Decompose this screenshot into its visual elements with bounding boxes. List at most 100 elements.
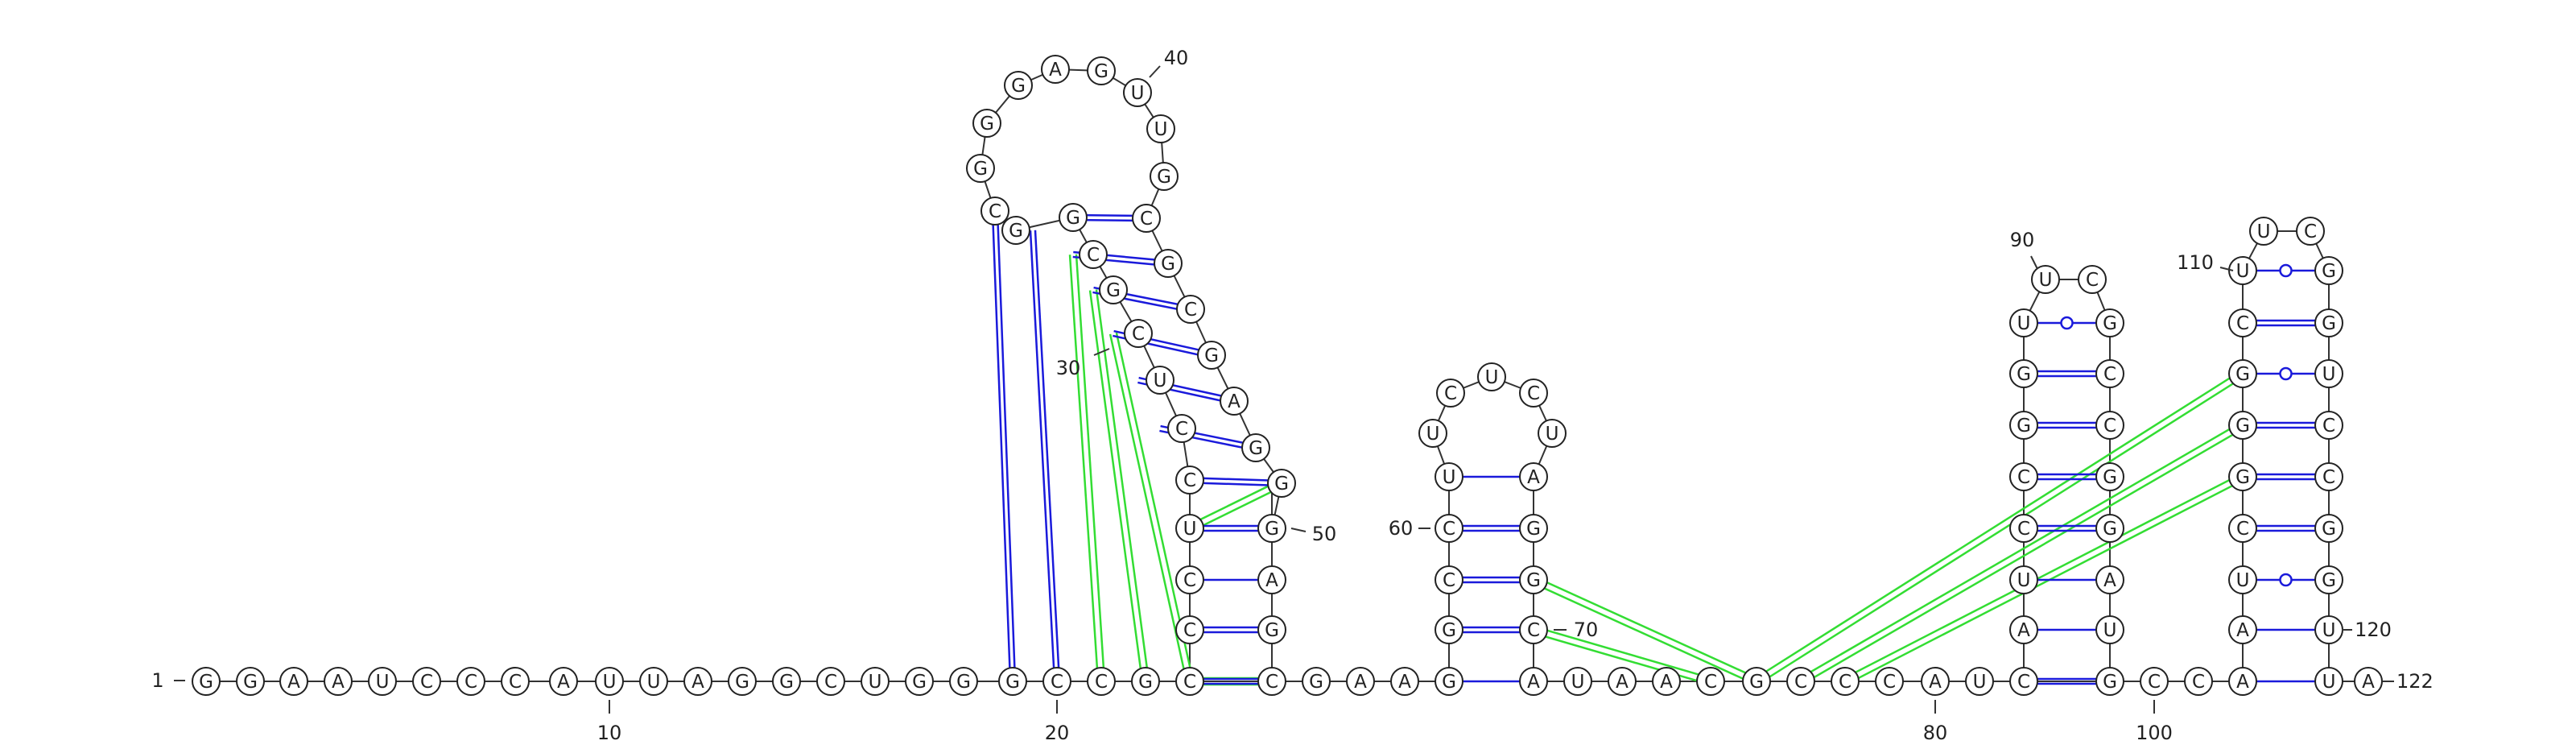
nucleotide-circle — [2009, 667, 2038, 696]
nucleotide-15: C — [816, 667, 845, 696]
tertiary-1-a — [1068, 254, 1100, 682]
nucleotide-87: G — [1519, 565, 1548, 594]
nucleotide-circle — [1267, 469, 1296, 498]
nucleotide-circle — [2095, 514, 2124, 543]
nucleotide-letter: G — [956, 672, 971, 693]
nucleotide-circle — [2095, 615, 2124, 644]
nucleotide-circle — [816, 667, 845, 696]
nucleotide-circle — [1519, 615, 1548, 644]
nucleotide-18: G — [949, 667, 978, 696]
nucleotide-circle — [2314, 565, 2343, 594]
tick-50 — [1290, 528, 1307, 532]
nucleotide-circle — [2095, 359, 2124, 388]
nucleotide-99: C — [2095, 359, 2124, 388]
nucleotide-93: G — [2009, 411, 2038, 440]
tertiary-2-b — [1095, 289, 1150, 681]
nucleotide-72: G — [1267, 469, 1296, 498]
nucleotide-circle — [501, 667, 530, 696]
nucleotide-circle — [2140, 667, 2169, 696]
pair-long-1-b — [996, 210, 1017, 681]
tertiary-5-a — [1191, 485, 1284, 532]
nucleotide-circle — [1257, 565, 1286, 594]
nucleotide-circle — [905, 667, 934, 696]
nucleotide-letter: C — [1527, 620, 1540, 641]
nucleotide-40: C — [2009, 667, 2038, 696]
nucleotide-31: A — [1608, 667, 1637, 696]
nucleotide-circle — [1146, 366, 1174, 395]
nucleotide-95: U — [2009, 308, 2038, 337]
nucleotide-86: G — [1519, 514, 1548, 543]
nucleotide-letter: A — [1228, 391, 1241, 412]
nucleotide-letter: U — [1973, 672, 1987, 693]
nucleotide-112: U — [2228, 256, 2257, 285]
nucleotide-letter: U — [376, 672, 390, 693]
nucleotide-letter: C — [1183, 570, 1196, 591]
base-pairs — [991, 210, 2329, 685]
pair-long-2-b — [1034, 230, 1061, 681]
nucleotide-circle — [1519, 462, 1548, 491]
nucleotide-circle — [1099, 275, 1128, 304]
position-label-100: 100 — [2136, 722, 2173, 744]
nucleotide-circle — [1302, 667, 1331, 696]
nucleotide-circle — [1175, 615, 1204, 644]
nucleotide-77: C — [1435, 565, 1463, 594]
nucleotide-circle — [1220, 387, 1249, 416]
nucleotide-letter: C — [2103, 364, 2116, 385]
tick-40 — [1149, 65, 1161, 78]
position-label-40: 40 — [1164, 47, 1189, 69]
nucleotide-letter: U — [1571, 672, 1585, 693]
nucleotide-45: A — [2354, 667, 2383, 696]
nucleotide-letter: U — [2017, 313, 2031, 334]
nucleotide-letter: U — [1426, 424, 1440, 445]
nucleotide-letter: U — [2322, 364, 2336, 385]
nucleotide-circle — [980, 197, 1009, 226]
nucleotide-circle — [595, 667, 624, 696]
nucleotide-circle — [1257, 615, 1286, 644]
nucleotide-circle — [1519, 379, 1548, 408]
nucleotide-letter: U — [2236, 261, 2250, 282]
nucleotide-74: A — [1257, 565, 1286, 594]
nucleotide-98: G — [2095, 308, 2124, 337]
nucleotide-circle — [368, 667, 397, 696]
nucleotide-55: G — [1059, 203, 1088, 232]
nucleotide-circle — [1131, 667, 1160, 696]
nucleotide-letter: G — [779, 672, 794, 693]
nucleotide-48: U — [1175, 514, 1204, 543]
nucleotide-25: G — [1302, 667, 1331, 696]
nucleotide-circle — [1175, 514, 1204, 543]
nucleotide-27: A — [1390, 667, 1419, 696]
nucleotide-73: G — [1257, 514, 1286, 543]
nucleotide-11: U — [639, 667, 668, 696]
nucleotide-circle — [1123, 78, 1152, 107]
nucleotide-circle — [236, 667, 265, 696]
nucleotide-letter: G — [2017, 364, 2031, 385]
nucleotide-letter: C — [1051, 672, 1063, 693]
nucleotide-letter: G — [735, 672, 749, 693]
nucleotide-letter: C — [2103, 416, 2116, 437]
nucleotide-46: C — [1175, 615, 1204, 644]
tertiary-interactions — [1068, 254, 2245, 686]
position-label-50: 50 — [1312, 523, 1337, 545]
nucleotide-circle — [2095, 411, 2124, 440]
nucleotide-circle — [2314, 359, 2343, 388]
nucleotide-circle — [412, 667, 441, 696]
nucleotide-16: U — [861, 667, 890, 696]
nucleotide-letter: C — [1132, 324, 1145, 345]
nucleotide-37: C — [1875, 667, 1904, 696]
nucleotide-circle — [1146, 114, 1175, 143]
nucleotide-letter: C — [420, 672, 433, 693]
nucleotide-letter: C — [1443, 570, 1455, 591]
nucleotide-letter: G — [1138, 672, 1153, 693]
nucleotide-34: G — [1742, 667, 1771, 696]
nucleotide-35: C — [1786, 667, 1815, 696]
nucleotide-119: C — [2314, 462, 2343, 491]
nucleotide-letter: G — [1274, 474, 1289, 495]
nucleotide-70: A — [1220, 387, 1249, 416]
nucleotide-circle — [1001, 216, 1030, 245]
pair-long-2-a — [1029, 230, 1056, 682]
nucleotide-circle — [2228, 256, 2257, 285]
nucleotide-letter: U — [1154, 119, 1168, 140]
nucleotide-97: C — [2078, 265, 2107, 294]
nucleotide-letter: A — [1616, 672, 1629, 693]
nucleotide-circle — [1921, 667, 1950, 696]
